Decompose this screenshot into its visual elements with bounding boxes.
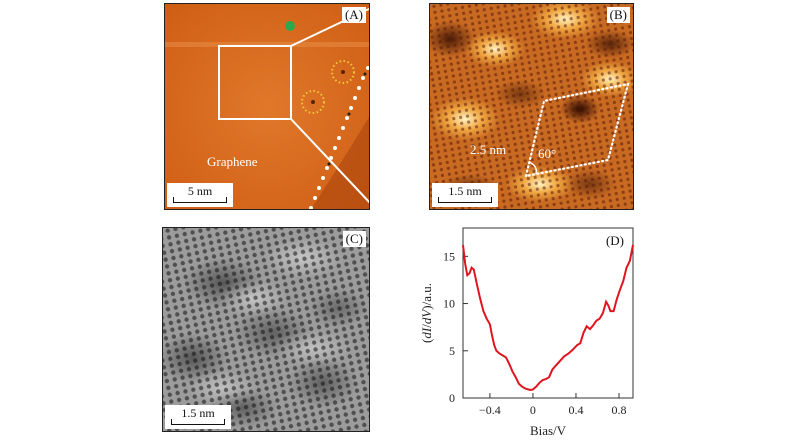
scale-bar-c-line (171, 419, 225, 425)
zoom-line-bottom (290, 118, 369, 204)
step-edge-dots (309, 66, 369, 209)
defect-circle-1 (331, 60, 355, 84)
y-tick-label: 0 (449, 391, 455, 405)
plot-frame (462, 227, 634, 399)
panel-c-overlay (163, 228, 369, 431)
y-axis-label: (dI/dV)/a.u. (419, 283, 434, 343)
lattice-length-label: 2.5 nm (470, 142, 507, 157)
scale-bar-c: 1.5 nm (165, 405, 231, 429)
scale-bar-c-text: 1.5 nm (181, 406, 215, 420)
panel-label-b: (B) (606, 7, 630, 23)
x-tick-label: −0.4 (479, 403, 501, 417)
scale-bar-b: 1.5 nm (432, 183, 498, 207)
graphene-label: Graphene (207, 154, 258, 169)
x-tick-label: 0.8 (612, 403, 627, 417)
dIdV-spectrum-chart: 0 5 10 15 −0.4 0 0.4 0.8 (D) Bias/V (dI/dV)/a.… (419, 227, 634, 438)
scale-bar-a-line (173, 197, 227, 203)
stm-image-panel-a: (A) Graphene 5 nm (164, 3, 370, 210)
lattice-angle-label: 60° (538, 146, 557, 161)
zoom-region-box (218, 45, 292, 120)
atomic-lattice-c (163, 228, 369, 431)
panel-a-overlay (165, 4, 369, 209)
spectrum-line (462, 244, 634, 392)
moire-unit-cell (524, 82, 630, 178)
stm-image-panel-b: (B) 2.5 nm 60° 1.5 nm (429, 3, 634, 210)
atomic-lattice (430, 4, 633, 209)
angle-arc (528, 161, 538, 175)
x-axis-label: Bias/V (530, 423, 567, 438)
y-tick-label: 5 (449, 344, 455, 358)
measurement-point-marker (285, 21, 295, 31)
x-tick-label: 0 (530, 403, 536, 417)
scale-bar-b-line (438, 197, 492, 203)
panel-label-a: (A) (341, 7, 366, 23)
y-tick-label: 10 (443, 297, 455, 311)
filtered-image-panel-c: (C) 1.5 nm (162, 227, 370, 432)
y-tick-label: 15 (443, 249, 455, 263)
panel-label-d: (D) (606, 233, 624, 248)
scale-bar-a-text: 5 nm (187, 184, 213, 198)
scale-bar-b-text: 1.5 nm (448, 184, 482, 198)
x-tick-label: 0.4 (568, 403, 583, 417)
panel-b-overlay (430, 4, 633, 209)
panel-label-c: (C) (342, 231, 366, 247)
scale-bar-a: 5 nm (167, 183, 233, 207)
defect-circle-2 (301, 90, 325, 114)
